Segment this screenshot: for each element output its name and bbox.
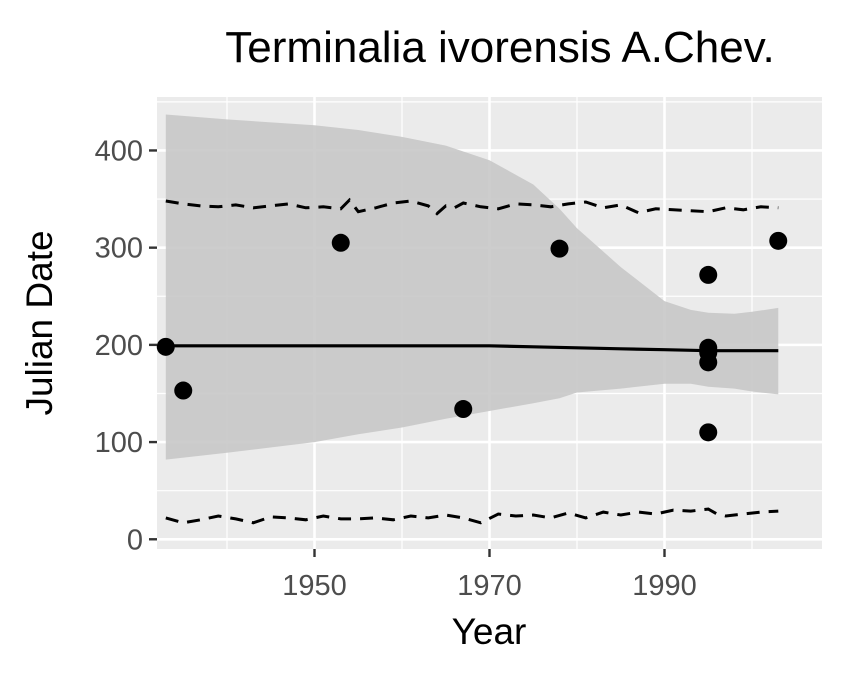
data-point [454, 400, 473, 419]
data-point [699, 353, 718, 372]
confidence-ribbon [165, 114, 779, 460]
y-tick-label: 400 [95, 135, 143, 167]
x-tick-label: 1970 [457, 570, 522, 602]
data-point [699, 423, 718, 442]
data-point [769, 231, 788, 250]
data-point [174, 381, 193, 400]
lower-quantile-line [165, 507, 779, 525]
x-tick-label: 1990 [632, 570, 697, 602]
y-tick-label: 100 [95, 427, 143, 459]
data-point [550, 239, 569, 258]
chart-title: Terminalia ivorensis A.Chev. [225, 23, 774, 72]
plot-panel [156, 97, 822, 549]
axes: 1950 1970 1990 0 100 200 300 400 [95, 135, 697, 602]
data-point [699, 265, 718, 284]
upper-quantile-line [165, 197, 779, 216]
data-point [331, 233, 350, 252]
data-point [156, 337, 175, 356]
y-tick-label: 300 [95, 233, 143, 265]
x-tick-label: 1950 [282, 570, 347, 602]
y-axis-title: Julian Date [19, 230, 60, 415]
x-axis-title: Year [452, 611, 527, 652]
y-tick-label: 0 [127, 524, 143, 556]
series-layer [156, 114, 788, 525]
y-tick-label: 200 [95, 330, 143, 362]
trend-line [165, 344, 779, 353]
